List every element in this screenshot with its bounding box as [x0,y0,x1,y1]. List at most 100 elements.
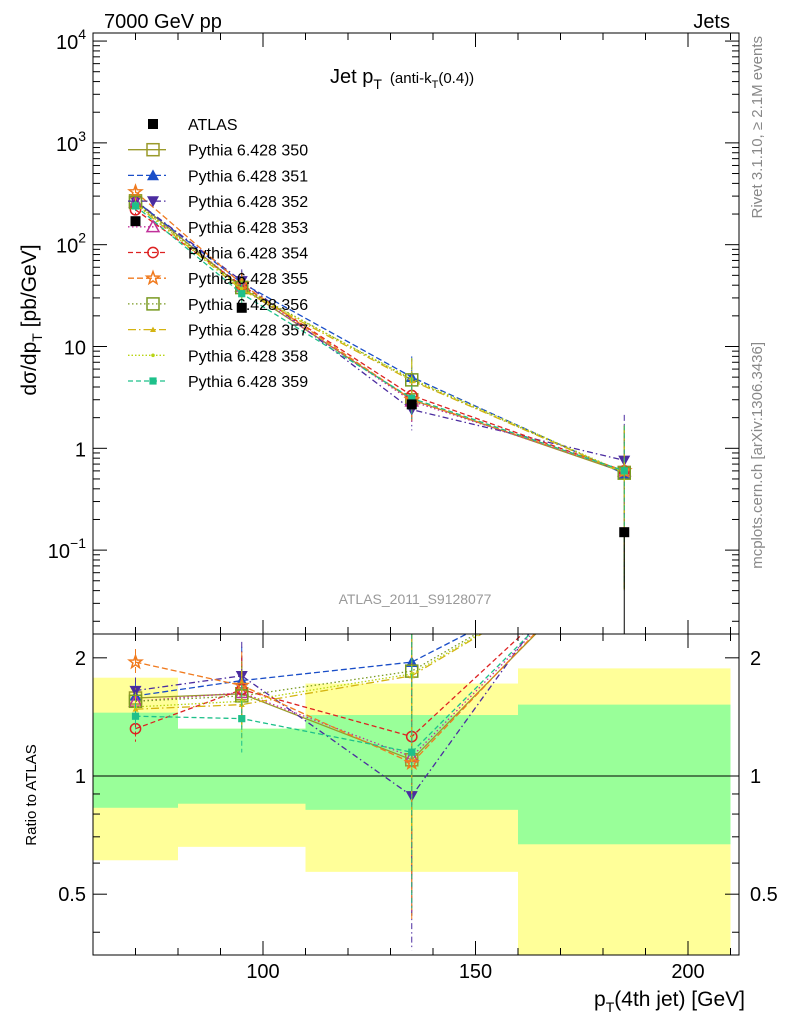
ratio-line [135,634,531,753]
series-line [135,205,625,472]
marker-square [131,712,140,720]
y-axis-label-ratio: Ratio to ATLAS [23,744,40,845]
y-tick-exp: 4 [78,26,86,42]
marker-star-open [127,653,144,670]
marker-square [408,394,416,402]
ratio-line [135,634,536,764]
y-tick-base: 10 [64,337,86,359]
marker-square [149,377,157,385]
series-line [135,201,625,472]
ratio-panel-ticks: 2 2 1 1 0.5 0.5 100 150 200 [58,634,778,983]
series-line [135,202,625,473]
y-tick-label-ratio: 1 [75,766,86,788]
marker-star-open [127,183,144,199]
y-tick-base: 10 [56,236,78,258]
y-tick-label-top: 10−1 [48,535,86,563]
legend-label: Pythia 6.428 352 [188,194,308,211]
chart-title: Jet pT (anti-kT(0.4)) [330,66,474,92]
category-label: Jets [693,11,730,33]
legend-label: Pythia 6.428 359 [188,374,308,391]
x-tick-label: 150 [459,961,492,983]
marker-data [619,527,630,538]
marker-triangle-down [129,685,142,697]
legend-label: Pythia 6.428 354 [188,246,308,263]
legend-item-4: Pythia 6.428 354 [128,246,308,263]
y-tick-base: 10 [48,541,70,563]
band-green [518,704,731,845]
ylabel-rest: [pb/GeV] [18,244,41,333]
mcplots-label: mcplots.cern.ch [arXiv:1306.3436] [749,342,766,569]
marker-triangle-open [145,219,161,233]
y-tick-exp: −1 [70,535,86,551]
marker-dot [151,353,155,358]
series-ratio-9 [131,634,531,909]
legend-item-0: Pythia 6.428 350 [128,143,308,160]
y-tick-base: 1 [75,439,86,461]
y-tick-label-ratio-right: 0.5 [750,884,778,906]
legend-item-2: Pythia 6.428 352 [128,194,308,211]
ratio-line [135,634,468,697]
y-tick-label-ratio: 2 [75,648,86,670]
legend-label: Pythia 6.428 356 [188,297,308,314]
ratio-line [135,634,481,708]
legend-item-8: Pythia 6.428 358 [128,348,308,365]
x-axis-label: pT(4th jet) [GeV] [594,988,745,1015]
legend-label: ATLAS [188,117,238,134]
legend-item-7: Pythia 6.428 357 [128,323,308,340]
legend-item-5: Pythia 6.428 355 [128,269,308,288]
legend-item-6: Pythia 6.428 356 [128,297,308,314]
ratio-panel: 2 2 1 1 0.5 0.5 100 150 200 [58,633,778,983]
title-paren-close: (0.4)) [438,70,474,87]
marker-square [238,715,246,723]
y-tick-label-top: 10 [64,337,86,359]
marker-star-open [144,269,162,286]
analysis-id: ATLAS_2011_S9128077 [339,591,492,607]
marker-square-open [146,142,160,157]
y-tick-base: 10 [56,32,78,54]
marker-square [131,202,140,210]
atlas-point [236,302,247,313]
atlas-point [130,216,141,227]
collision-label: 7000 GeV pp [104,11,222,33]
ylabel-main: dσ/dp [18,342,41,396]
legend-label: Pythia 6.428 350 [188,143,308,160]
y-tick-label-top: 103 [56,128,86,156]
legend-label: Pythia 6.428 358 [188,348,308,365]
title-main: Jet p [330,66,373,88]
marker-data [406,399,417,410]
marker-tri-small [150,326,156,332]
xlabel-rest: (4th jet) [GeV] [614,988,745,1011]
y-tick-exp: 3 [78,128,86,144]
marker-square [408,748,416,756]
legend-item-9: Pythia 6.428 359 [128,374,308,391]
legend-label: Pythia 6.428 355 [188,271,308,288]
ratio-line [135,634,537,761]
legend-item-1: Pythia 6.428 351 [128,168,308,185]
ratio-bands [93,668,739,955]
legend-item-3: Pythia 6.428 353 [128,219,308,237]
marker-dot [409,672,414,676]
ratio-line [135,634,483,710]
atlas-data [130,216,630,634]
y-tick-label-ratio-right: 1 [750,766,761,788]
series-line [135,203,625,474]
legend-label: Pythia 6.428 353 [188,220,308,237]
ylabel-sub: T [29,333,45,342]
y-tick-label-top: 102 [56,230,86,258]
xlabel-p: p [594,988,606,1011]
y-tick-label-top: 1 [75,439,86,461]
marker-square [238,290,246,298]
ratio-panel-frame [92,633,740,956]
y-tick-exp: 2 [78,230,86,246]
x-tick-label: 100 [246,961,279,983]
legend-item-data: ATLAS [148,117,238,134]
marker-data [130,216,141,227]
marker-triangle-down [147,196,159,208]
series-top-9 [131,200,628,588]
legend-label: Pythia 6.428 357 [188,323,308,340]
y-tick-label-top: 104 [56,26,86,54]
series-line [135,201,625,474]
